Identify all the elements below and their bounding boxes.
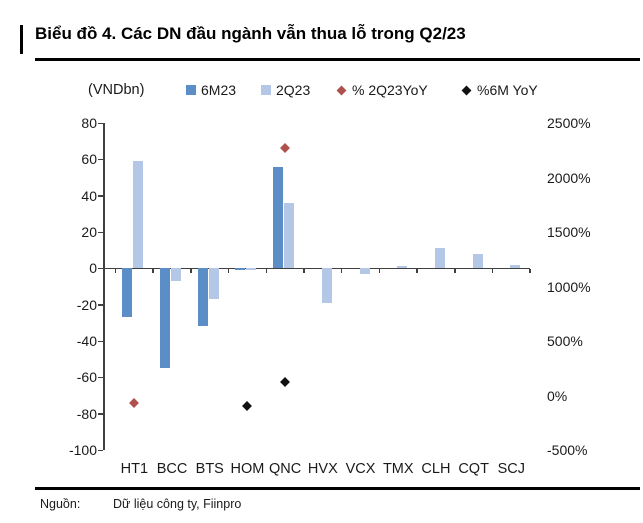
y-axis-tick-label: -60 <box>76 369 97 386</box>
y-axis-tick <box>98 231 103 233</box>
y-axis-tick <box>98 413 103 415</box>
x-axis-tick <box>114 269 117 274</box>
bar-6M23-HOM <box>235 268 246 271</box>
y-axis-tick <box>98 122 103 124</box>
legend-square-icon <box>261 85 271 95</box>
source-label: Nguồn: <box>40 497 81 511</box>
y-axis-tick <box>98 267 103 270</box>
right-axis-tick-label: -500% <box>547 442 588 458</box>
y-axis-tick <box>98 376 103 379</box>
y-axis-tick-label: -80 <box>76 405 97 422</box>
bar-6M23-BTS <box>197 268 208 327</box>
x-axis-tick <box>416 269 418 274</box>
x-axis-tick <box>303 269 305 274</box>
right-axis-tick-label: 2500% <box>547 115 591 131</box>
bar-2Q23-BCC <box>171 268 182 282</box>
right-axis-tick-label: 2000% <box>547 169 591 186</box>
y-axis-tick-label: 40 <box>81 187 97 204</box>
y-axis-tick-label: 20 <box>81 224 97 240</box>
y-axis-tick <box>98 340 103 342</box>
x-axis-tick <box>265 269 268 274</box>
y-axis-tick <box>98 304 103 306</box>
bar-2Q23-CQT <box>472 253 483 269</box>
y-axis-tick-label: 0 <box>89 260 97 277</box>
legend-diamond-icon <box>336 85 347 95</box>
source-text: Dữ liệu công ty, Fiinpro <box>113 497 242 511</box>
bar-2Q23-BTS <box>208 268 219 300</box>
right-axis-tick-label: 0% <box>547 387 568 404</box>
y-axis-tick-label: -40 <box>76 333 97 349</box>
legend-diamond-icon <box>461 85 472 95</box>
x-axis-tick <box>529 269 531 274</box>
x-axis-category-label: CLH <box>421 461 451 477</box>
title-accent-bar <box>20 25 23 54</box>
title-underline-rule <box>35 58 640 61</box>
marker-% 2Q23YoY-HT1 <box>129 398 140 409</box>
bar-6M23-QNC <box>273 166 284 269</box>
y-axis-tick-label: -100 <box>68 442 97 458</box>
bar-2Q23-HT1 <box>133 161 144 269</box>
x-axis-category-label: TMX <box>382 461 414 477</box>
y-axis-tick <box>98 449 103 451</box>
bar-2Q23-VCX <box>359 268 370 274</box>
x-axis-category-label: HVX <box>307 461 338 477</box>
y-axis-tick-label: 80 <box>81 115 97 131</box>
x-axis-category-label: QNC <box>269 461 302 477</box>
legend-label: % 2Q23YoY <box>352 82 428 98</box>
y-axis-tick-label: -20 <box>76 296 97 313</box>
x-axis-line <box>103 267 530 270</box>
legend-item-6m23: 6M23 <box>186 82 236 98</box>
x-axis-category-label: VCX <box>345 461 376 477</box>
marker-%6M YoY-QNC <box>280 376 291 387</box>
y-axis-line <box>103 123 105 450</box>
y-axis-tick-label: 60 <box>81 151 97 168</box>
right-axis-tick-label: 500% <box>547 333 583 349</box>
bar-2Q23-SCJ <box>510 264 521 269</box>
x-axis-category-label: CQT <box>458 461 489 477</box>
legend-item-2q23yoy: % 2Q23YoY <box>336 82 428 98</box>
right-axis-tick-label: 1500% <box>547 224 591 240</box>
bar-6M23-BCC <box>160 268 171 369</box>
x-axis-category-label: HOM <box>230 461 265 477</box>
y-axis-tick <box>98 158 103 161</box>
legend-label: 2Q23 <box>276 82 311 98</box>
x-axis-category-label: HT1 <box>120 461 149 477</box>
legend-label: 6M23 <box>201 82 237 98</box>
x-axis-category-label: SCJ <box>497 461 526 477</box>
legend-square-icon <box>186 85 196 95</box>
chart-title: Biểu đồ 4. Các DN đầu ngành vẫn thua lỗ … <box>35 24 466 43</box>
y-axis-tick <box>98 195 103 197</box>
x-axis-tick <box>190 269 192 274</box>
left-axis-unit-label: (VNDbn) <box>88 82 145 98</box>
x-axis-category-label: BTS <box>195 461 224 477</box>
x-axis-category-label: BCC <box>156 461 188 477</box>
marker-% 2Q23YoY-QNC <box>280 143 291 154</box>
right-axis-tick-label: 1000% <box>547 278 591 295</box>
bar-2Q23-HVX <box>321 268 332 303</box>
marker-%6M YoY-HOM <box>242 401 253 412</box>
bar-2Q23-HOM <box>246 268 257 271</box>
legend-item-6myoy: %6M YoY <box>461 82 538 98</box>
x-axis-tick <box>454 269 456 274</box>
bar-2Q23-TMX <box>397 265 408 269</box>
x-axis-tick <box>491 269 494 274</box>
x-axis-tick <box>378 269 381 274</box>
bar-6M23-HT1 <box>122 268 133 318</box>
legend-label: %6M YoY <box>477 82 538 98</box>
footer-rule <box>35 487 640 490</box>
x-axis-tick <box>227 269 230 274</box>
x-axis-tick <box>340 269 343 274</box>
x-axis-tick <box>152 269 154 274</box>
bar-2Q23-QNC <box>284 202 295 269</box>
bar-2Q23-CLH <box>434 248 445 269</box>
legend-item-2q23: 2Q23 <box>261 82 310 98</box>
